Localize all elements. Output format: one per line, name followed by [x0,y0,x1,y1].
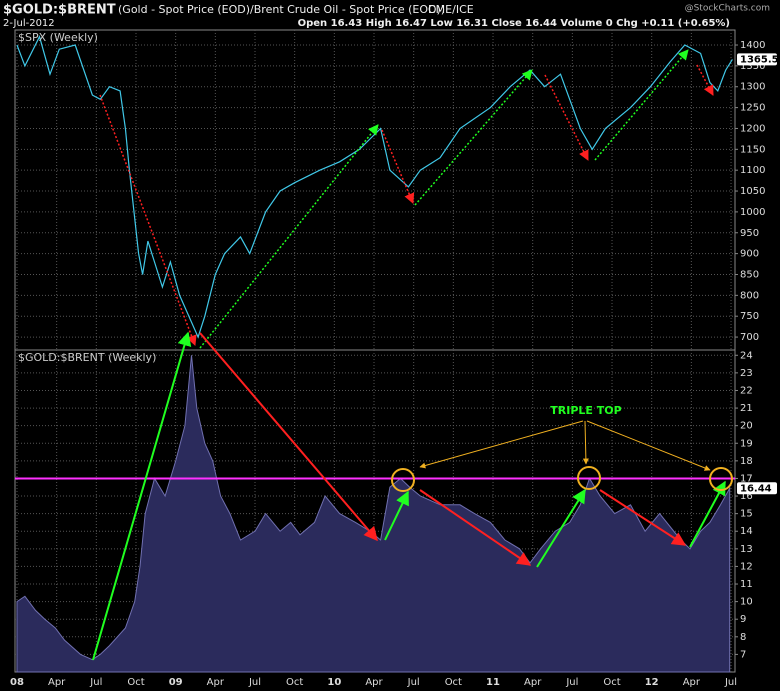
arrow [689,480,726,548]
x-tick-label: Apr [683,677,701,688]
y-tick-label: 17 [740,473,753,484]
annotations: TRIPLE TOP [92,49,733,661]
arrow [536,488,586,568]
y-tick-label: 16 [740,491,753,502]
y-tick-label: 11 [740,579,753,590]
arrow [414,69,533,206]
exchange: CME/ICE [428,3,474,16]
y-tick-label: 900 [740,249,759,260]
y-tick-label: 20 [740,421,753,432]
x-tick-label: Apr [524,677,542,688]
y-tick-label: 750 [740,311,759,322]
x-tick-label: Jul [248,677,261,688]
symbol: $GOLD:$BRENT [3,3,116,18]
pointer [586,420,711,471]
x-tick-label: Apr [365,677,383,688]
x-tick-label: Oct [286,677,303,688]
x-tick-label: Oct [603,677,620,688]
y-tick-label: 1350 [740,61,765,72]
y-tick-label: 7 [740,649,746,660]
arrow [419,489,532,566]
x-tick-label: Oct [445,677,462,688]
last-value: 16.44 [740,483,772,494]
x-tick-label: 10 [327,677,341,688]
pointer [419,420,584,469]
arrow [594,49,689,161]
arrow [199,124,379,349]
y-tick-label: 15 [740,509,753,520]
panel-title: $SPX (Weekly) [18,31,98,44]
y-tick-label: 1000 [740,207,765,218]
quote: Open 16.43 High 16.47 Low 16.31 Close 16… [298,18,730,29]
line [16,35,733,339]
y-tick-label: 950 [740,228,759,239]
x-tick-label: 11 [486,677,500,688]
panel [14,29,736,351]
arrow [599,489,687,546]
circle [577,466,601,490]
y-tick-label: 9 [740,614,746,625]
y-tick-label: 14 [740,526,753,537]
circle [391,468,415,492]
y-tick-label: 1400 [740,40,765,51]
y-tick-label: 18 [740,456,753,467]
y-tick-label: 13 [740,544,753,555]
arrow [381,129,415,204]
x-tick-label: Jul [407,677,420,688]
annotation: TRIPLE TOP [550,404,621,417]
last-value-box [737,53,777,66]
y-tick-label: 23 [740,368,753,379]
last-value: 1365.51 [740,54,780,65]
y-tick-label: 22 [740,385,753,396]
x-tick-label: Jul [724,677,737,688]
arrow [99,94,197,346]
y-tick-label: 1100 [740,165,765,176]
y-tick-label: 800 [740,290,759,301]
y-tick-label: 1150 [740,144,765,155]
arrow [92,331,192,661]
y-tick-label: 850 [740,269,759,280]
x-tick-label: 12 [645,677,659,688]
description: (Gold - Spot Price (EOD)/Brent Crude Oil… [118,3,445,16]
y-tick-label: 19 [740,438,753,449]
y-tick-label: 700 [740,332,759,343]
arrow [384,490,409,541]
x-tick-label: Jul [565,677,578,688]
y-tick-label: 10 [740,597,753,608]
y-tick-label: 12 [740,561,753,572]
x-tick-label: Jul [89,677,102,688]
y-tick-label: 8 [740,632,746,643]
y-tick-label: 1050 [740,186,765,197]
area [16,355,731,673]
x-tick-label: Apr [207,677,225,688]
date: 2-Jul-2012 [3,18,55,29]
x-tick-label: 09 [169,677,183,688]
y-tick-label: 21 [740,403,753,414]
y-tick-label: 24 [740,350,753,361]
pointer [582,420,589,465]
y-tick-label: 1300 [740,82,765,93]
arrow [199,332,378,542]
x-tick-label: 08 [10,677,24,688]
arrow [696,64,714,96]
source: @StockCharts.com [685,4,770,14]
y-tick-label: 1250 [740,103,765,114]
x-tick-label: Oct [127,677,144,688]
x-tick-label: Apr [48,677,66,688]
y-tick-label: 1200 [740,123,765,134]
panel-title: $GOLD:$BRENT (Weekly) [18,351,156,364]
circle [709,467,733,491]
last-value-box [737,482,777,495]
